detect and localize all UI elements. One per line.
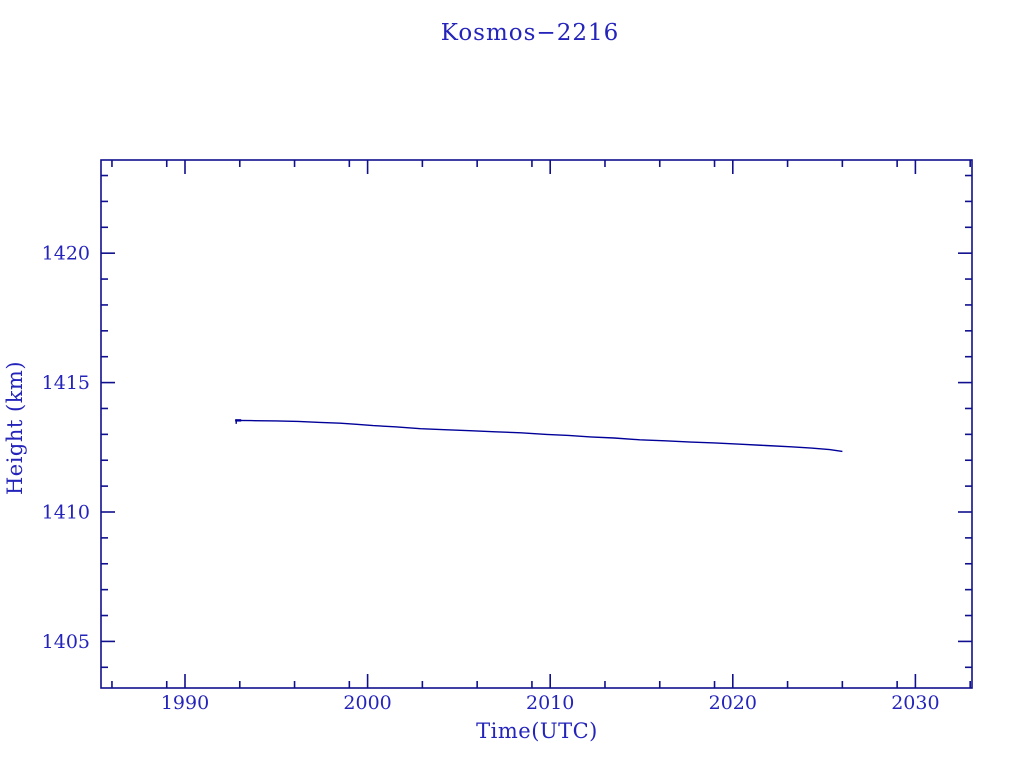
plot-box	[100, 159, 973, 689]
y-tick-label: 1420	[42, 243, 90, 265]
y-axis-label: Height (km)	[3, 361, 27, 495]
y-tick-label: 1405	[42, 631, 90, 653]
x-tick-label: 2000	[343, 692, 391, 714]
x-tick-label: 1990	[161, 692, 209, 714]
plot-generated-group: 1990 2000 2010 2020 2030 1405 1410 1415 1420	[42, 159, 973, 714]
height-series-line	[235, 419, 843, 453]
y-tick-label: 1410	[42, 502, 90, 524]
chart-title: Kosmos−2216	[441, 20, 619, 46]
y-tick-label: 1415	[42, 372, 90, 394]
x-tick-label: 2030	[891, 692, 939, 714]
x-axis-label: Time(UTC)	[476, 719, 598, 743]
x-tick-label: 2010	[526, 692, 574, 714]
x-tick-label: 2020	[709, 692, 757, 714]
